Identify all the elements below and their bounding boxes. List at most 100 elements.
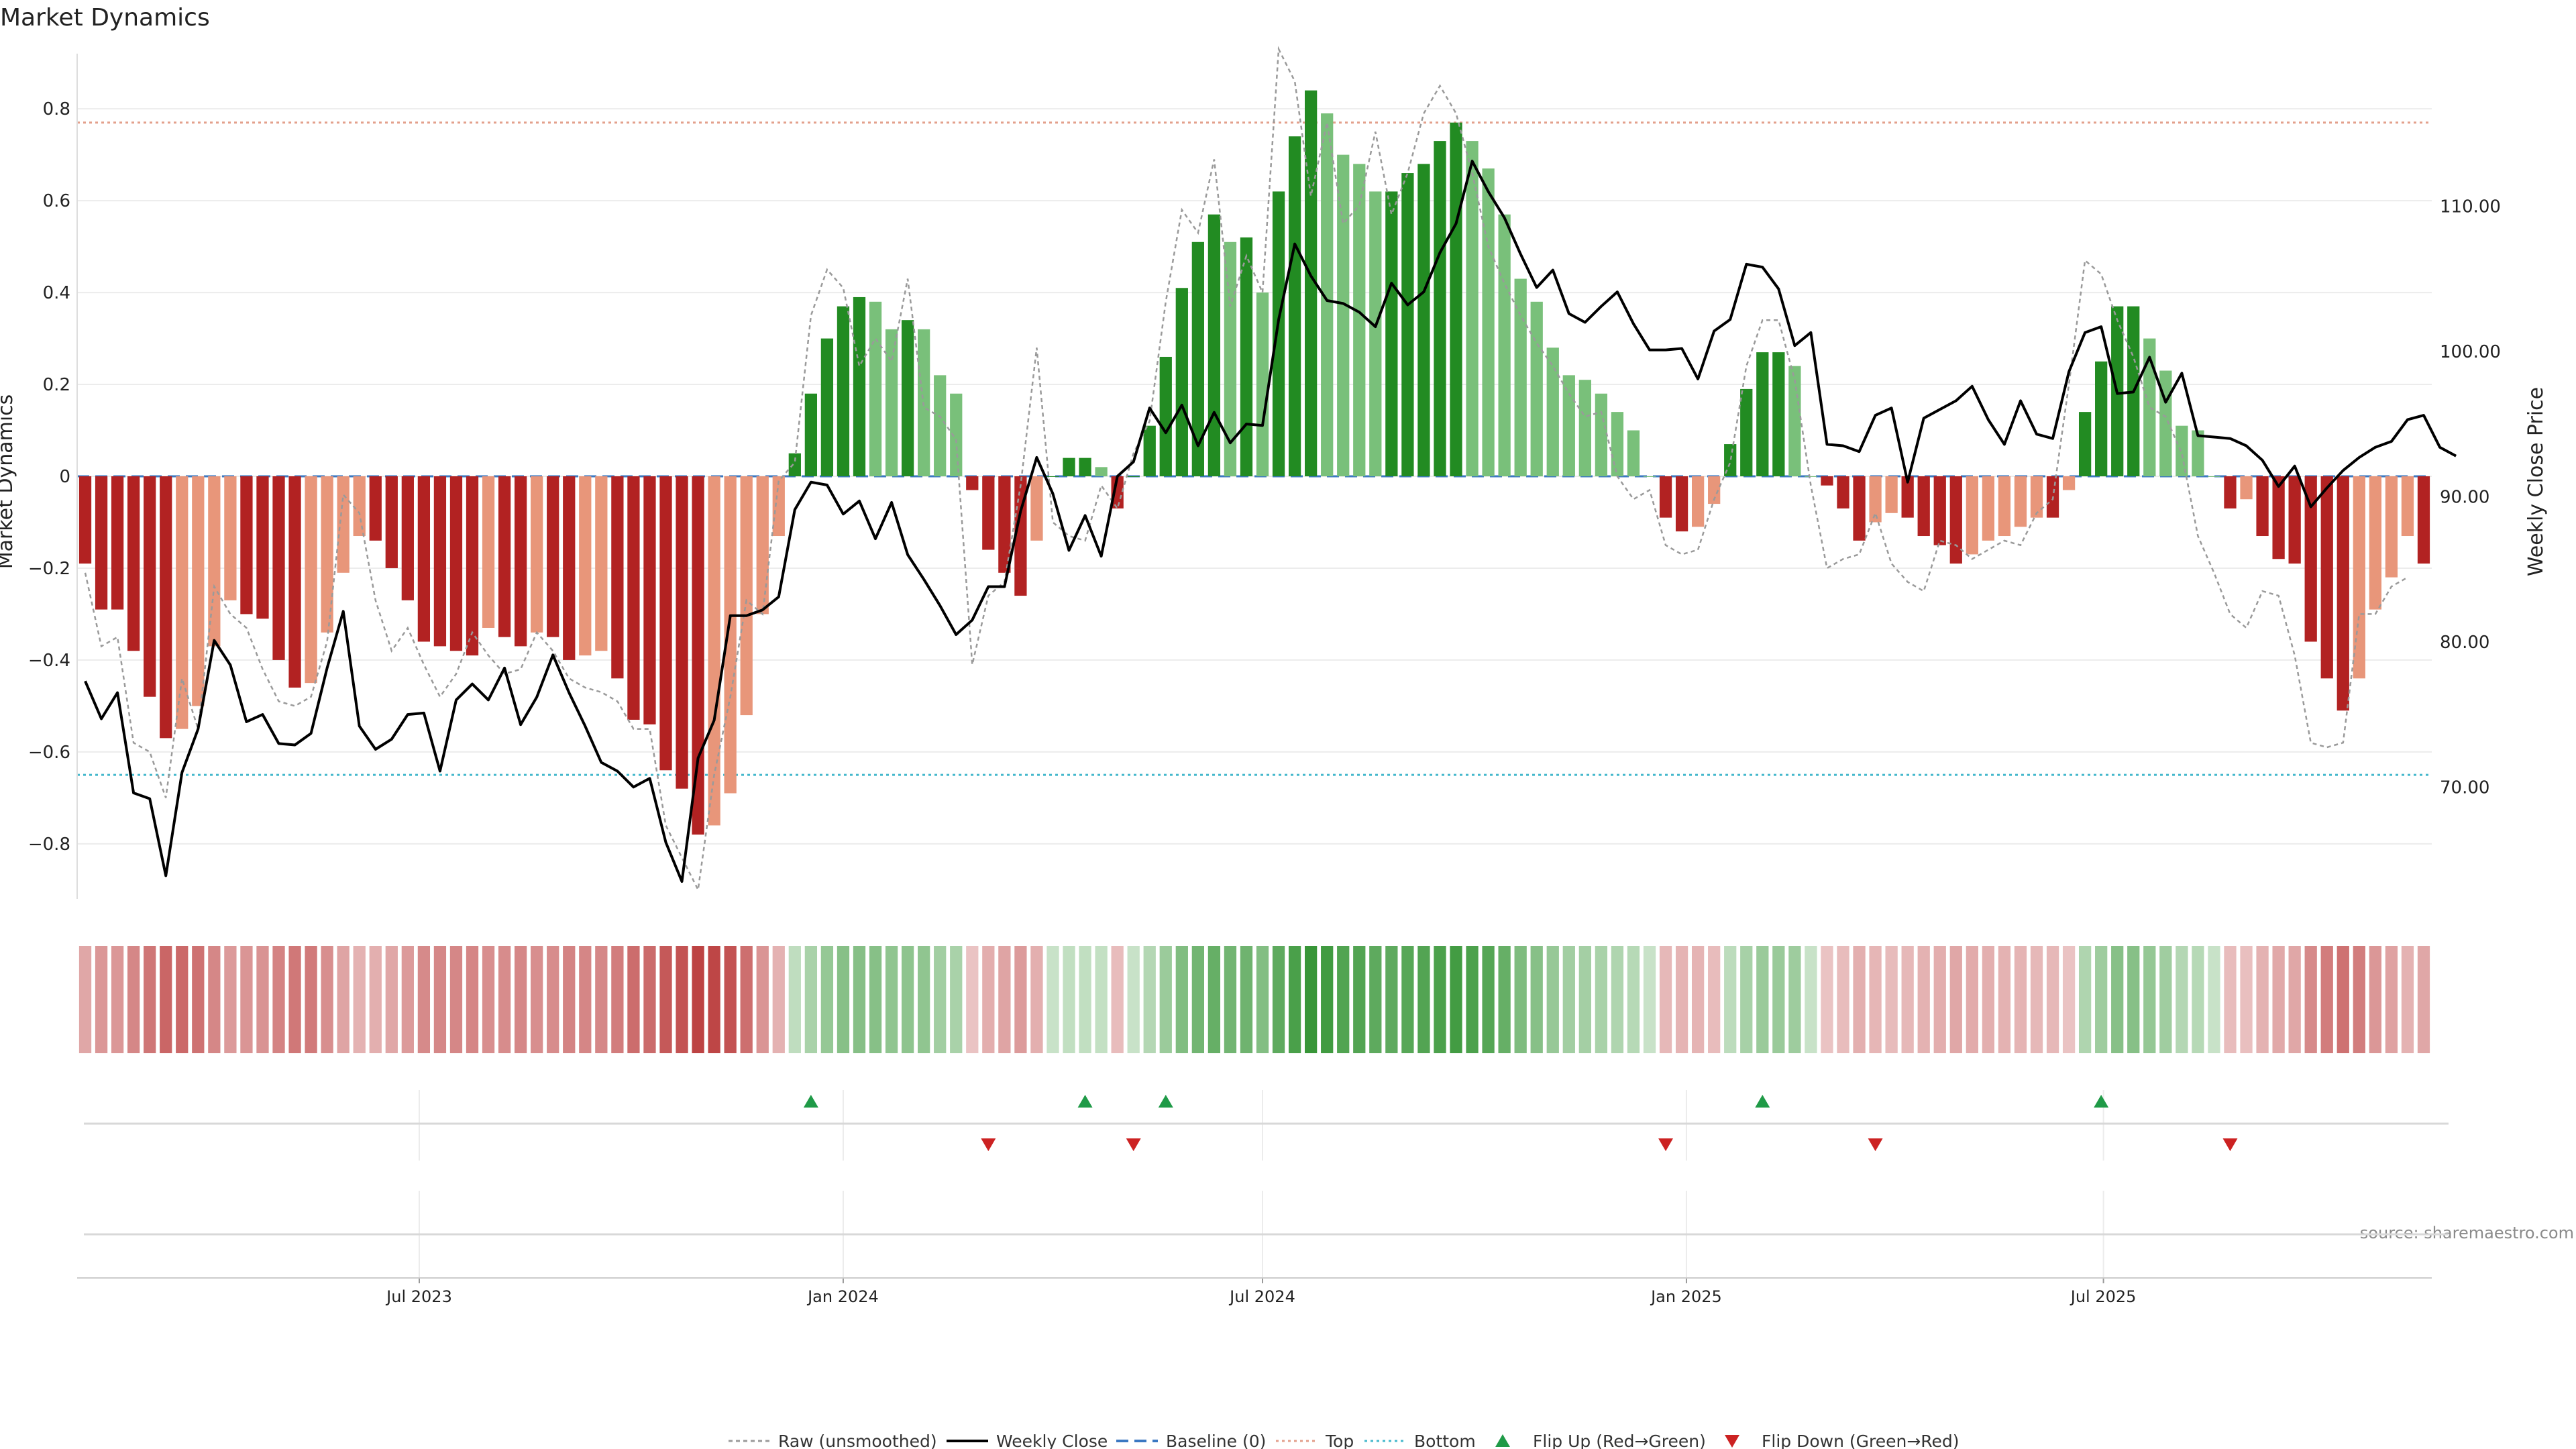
legend-flip-up-icon [1495,1434,1510,1447]
dynamics-bar [1869,476,1882,523]
dynamics-bar [433,476,447,647]
dynamics-bar [1321,113,1334,477]
dynamics-bar [1933,476,1946,545]
dynamics-bar [676,476,688,789]
dynamics-bar [950,393,963,476]
dynamics-bar [804,393,818,476]
dynamics-bar [2062,476,2076,490]
regime-cell [224,946,237,1053]
flip-up-marker [2094,1095,2109,1108]
regime-cell [95,946,108,1053]
regime-cell [2240,946,2253,1053]
flip-up-marker [1755,1095,1770,1108]
y2-axis-label: Weekly Close Price [2524,387,2548,576]
regime-strip [78,946,2430,1053]
regime-cell [934,946,947,1053]
regime-cell [1949,946,1962,1053]
dynamics-bar [1208,214,1221,476]
dynamics-bar [1837,476,1849,508]
dynamics-bar [982,476,995,550]
dynamics-bar [1369,191,1382,476]
dynamics-bar [2256,476,2269,537]
regime-cell [1611,946,1624,1053]
regime-cell [950,946,963,1053]
regime-cell [2014,946,2027,1053]
dynamics-bar [563,476,576,660]
x-tick-label: Jul 2023 [385,1287,452,1306]
dynamics-bar [2320,476,2333,679]
regime-cell [1111,946,1124,1053]
regime-cell [2208,946,2220,1053]
dynamics-bar [256,476,269,619]
regime-cell [1208,946,1221,1053]
legend-close-label: Weekly Close [996,1432,1108,1449]
regime-cell [772,946,785,1053]
dynamics-bar [1466,141,1479,476]
flip-up-marker [1158,1095,1173,1108]
dynamics-bar [2304,476,2317,642]
dynamics-bar [95,476,108,610]
regime-cell [1240,946,1253,1053]
dynamics-bar [385,476,398,568]
regime-cell [1675,946,1688,1053]
flip-down-marker [2222,1138,2238,1151]
y2-tick-label: 70.00 [2440,777,2489,798]
axes: −0.8 −0.6 −0.4 −0.2 0 0.2 0.4 0.6 0.8 70.00 80.00 9… [28,54,2501,899]
dynamics-bar [1288,136,1301,476]
dynamics-bar [321,476,333,633]
regime-cell [1498,946,1511,1053]
flip-signal-panel [84,1090,2449,1278]
dynamics-bar [1514,278,1527,476]
dynamics-bar [1578,380,1591,476]
dynamics-bar [1982,476,1995,541]
dynamics-bar [288,476,301,688]
x-tick-label: Jan 2024 [806,1287,879,1306]
dynamics-bar [934,375,947,476]
dynamics-bar [1450,122,1462,476]
regime-cell [885,946,898,1053]
regime-cell [1272,946,1285,1053]
dynamics-bar [756,476,769,614]
regime-cell [837,946,850,1053]
regime-cell [305,946,317,1053]
regime-cell [756,946,769,1053]
regime-cell [2417,946,2430,1053]
dynamics-bar [1353,164,1366,476]
dynamics-bar [2224,476,2237,508]
regime-cell [240,946,253,1053]
dynamics-bar [1482,168,1495,476]
dynamics-bar [643,476,656,724]
regime-cell [1434,946,1446,1053]
regime-cell [1385,946,1398,1053]
regime-cell [2256,946,2269,1053]
dynamics-bar [1111,476,1124,508]
dynamics-bar [417,476,431,642]
regime-cell [127,946,140,1053]
regime-cell [1305,946,1318,1053]
regime-cell [111,946,124,1053]
dynamics-bar [240,476,253,614]
dynamics-bar [1901,476,1914,518]
dynamics-bar [192,476,205,706]
flip-down-marker [1126,1138,1141,1151]
regime-cell [1530,946,1543,1053]
dynamics-bar [547,476,559,637]
regime-cell [2224,946,2237,1053]
regime-cell [1030,946,1043,1053]
dynamics-bar [1724,444,1737,476]
regime-cell [417,946,431,1053]
dynamics-bar [885,329,898,476]
dynamics-bar [659,476,672,771]
dynamics-bar [579,476,592,656]
dynamics-bar [1998,476,2011,537]
regime-cell [2159,946,2172,1053]
dynamics-bar [772,476,785,537]
dynamics-bar [820,338,834,476]
regime-cell [1321,946,1334,1053]
regime-cell [1901,946,1914,1053]
regime-cell [595,946,608,1053]
regime-cell [1127,946,1140,1053]
regime-cell [1079,946,1091,1053]
regime-cell [321,946,333,1053]
regime-cell [740,946,753,1053]
